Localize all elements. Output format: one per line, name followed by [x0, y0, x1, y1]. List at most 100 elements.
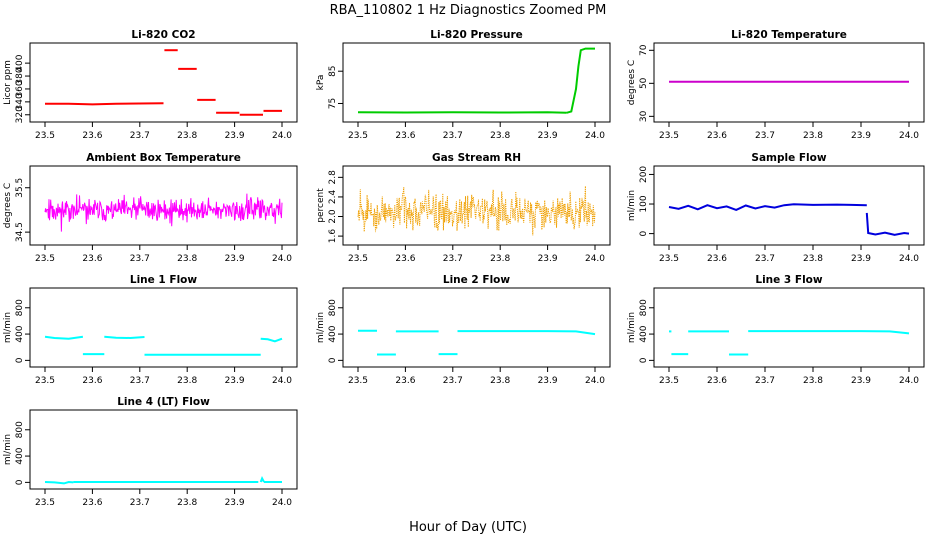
x-tick-label: 23.5	[659, 131, 679, 141]
x-tick-label: 23.7	[755, 254, 775, 264]
x-tick-label: 24.0	[585, 376, 605, 386]
x-tick-label: 24.0	[272, 376, 292, 386]
x-tick-label: 23.5	[35, 131, 55, 141]
y-tick-label: 0	[15, 357, 25, 363]
series-line	[668, 203, 867, 211]
y-tick-label: 320	[15, 106, 25, 123]
series-line	[357, 111, 567, 114]
x-tick-label: 23.9	[225, 376, 245, 386]
panel-title: Line 2 Flow	[443, 274, 510, 286]
x-tick-label: 23.8	[803, 254, 823, 264]
plot-frame	[29, 42, 298, 123]
x-tick-label: 23.7	[130, 498, 150, 508]
x-tick-label: 23.5	[348, 131, 368, 141]
y-axis-label: ml/min	[316, 312, 326, 343]
panel-line-4-lt-flow: Line 4 (LT) Flow ml/min 23.5 23.6 23.7 23.8 23…	[3, 396, 298, 508]
x-tick-label: 23.5	[35, 254, 55, 264]
x-tick-label: 23.7	[130, 376, 150, 386]
y-axis-label: ml/min	[3, 434, 13, 465]
x-tick-label: 23.8	[177, 254, 197, 264]
series-line	[357, 186, 596, 236]
x-tick-label: 24.0	[272, 254, 292, 264]
panel-title: Line 3 Flow	[755, 274, 822, 286]
plot-frame	[653, 165, 925, 246]
panel-li-820-co2: Li-820 CO2 Licor ppm 23.5 23.6 23.7 23.8 23.9 2…	[3, 29, 298, 141]
x-tick-label: 23.5	[35, 498, 55, 508]
y-tick-label: 200	[639, 166, 649, 183]
y-tick-label: 35.5	[15, 178, 25, 198]
y-tick-label: 800	[639, 299, 649, 316]
x-tick-label: 24.0	[899, 376, 919, 386]
x-tick-label: 23.6	[707, 254, 727, 264]
panel-title: Li-820 CO2	[131, 29, 195, 41]
y-axis-label: degrees C	[627, 60, 637, 105]
y-tick-label: 400	[15, 447, 25, 464]
x-tick-label: 24.0	[585, 254, 605, 264]
panel-li-820-temperature: Li-820 Temperature degrees C 23.5 23.6 23.7 2…	[627, 29, 925, 141]
x-tick-label: 23.6	[82, 498, 102, 508]
y-tick-label: 34.5	[15, 222, 25, 242]
x-tick-label: 24.0	[272, 131, 292, 141]
y-tick-label: 380	[15, 67, 25, 84]
plot-frame	[342, 42, 611, 123]
x-tick-label: 24.0	[272, 498, 292, 508]
series-line	[44, 335, 84, 340]
x-tick-label: 23.7	[755, 131, 775, 141]
y-tick-label: 0	[639, 230, 649, 236]
x-tick-label: 23.9	[851, 131, 871, 141]
y-tick-label: 800	[15, 299, 25, 316]
x-tick-label: 23.9	[538, 254, 558, 264]
y-tick-label: 0	[15, 479, 25, 485]
panel-title: Li-820 Temperature	[731, 29, 847, 41]
panel-line-3-flow: Line 3 Flow ml/min 23.5 23.6 23.7 23.8 23.9 24.…	[627, 274, 925, 386]
y-tick-label: 400	[639, 325, 649, 342]
series-line	[44, 193, 283, 232]
x-tick-label: 23.5	[35, 376, 55, 386]
series-line	[260, 337, 283, 343]
x-tick-label: 23.9	[538, 376, 558, 386]
y-tick-label: 2.8	[328, 170, 338, 185]
y-tick-label: 70	[639, 44, 649, 56]
plot-frame	[653, 287, 925, 368]
panel-title: Ambient Box Temperature	[86, 152, 241, 164]
y-axis-label: ml/min	[627, 190, 637, 221]
plot-frame	[653, 42, 925, 123]
x-tick-label: 23.7	[755, 376, 775, 386]
series-line	[44, 480, 74, 485]
panel-line-1-flow: Line 1 Flow ml/min 23.5 23.6 23.7 23.8 23.9 24.…	[3, 274, 298, 386]
series-line	[566, 47, 595, 114]
x-tick-label: 23.7	[130, 131, 150, 141]
series-line	[259, 475, 265, 483]
x-tick-label: 23.9	[538, 131, 558, 141]
x-tick-label: 23.5	[348, 376, 368, 386]
plot-frame	[342, 165, 611, 246]
x-axis-label: Hour of Day (UTC)	[409, 520, 527, 535]
x-tick-label: 23.7	[443, 254, 463, 264]
x-tick-label: 23.7	[443, 376, 463, 386]
x-tick-label: 23.6	[82, 254, 102, 264]
y-tick-label: 0	[328, 357, 338, 363]
series-line	[748, 330, 910, 335]
panel-gas-stream-rh: Gas Stream RH percent 23.5 23.6 23.7 23.8 23.9…	[316, 152, 611, 264]
y-axis-label: ml/min	[3, 312, 13, 343]
series-line	[457, 330, 596, 336]
y-tick-label: 30	[639, 110, 649, 122]
x-tick-label: 23.8	[177, 376, 197, 386]
x-tick-label: 23.9	[225, 131, 245, 141]
plot-frame	[29, 287, 298, 368]
x-tick-label: 23.6	[395, 376, 415, 386]
x-tick-label: 23.9	[225, 498, 245, 508]
y-tick-label: 340	[15, 93, 25, 110]
x-tick-label: 23.6	[395, 254, 415, 264]
x-tick-label: 23.5	[659, 376, 679, 386]
y-tick-label: 800	[328, 299, 338, 316]
x-tick-label: 23.7	[130, 254, 150, 264]
series-line	[45, 102, 164, 106]
panel-ambient-box-temperature: Ambient Box Temperature degrees C 23.5 23.6…	[3, 152, 298, 264]
panel-sample-flow: Sample Flow ml/min 23.5 23.6 23.7 23.8 23.9 24.…	[627, 152, 925, 264]
y-axis-label: degrees C	[3, 183, 13, 228]
panel-title: Sample Flow	[751, 152, 826, 164]
panel-li-820-pressure: Li-820 Pressure kPa 23.5 23.6 23.7 23.8 23.9 24…	[316, 29, 611, 141]
figure-title: RBA_110802 1 Hz Diagnostics Zoomed PM	[330, 3, 607, 18]
y-tick-label: 0	[639, 357, 649, 363]
